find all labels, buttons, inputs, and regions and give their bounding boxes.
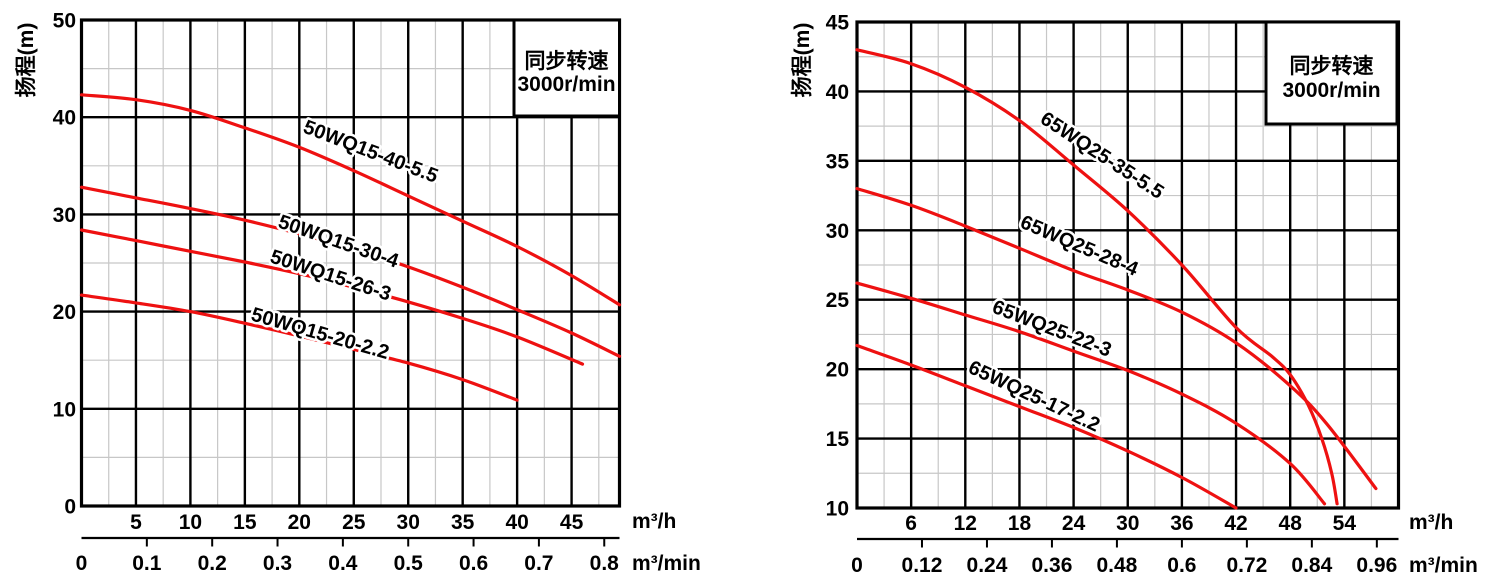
y-tick-label: 25 [826,289,850,312]
x-tick-label-m3h: 45 [560,511,584,534]
secondary-axis: 0 0.12 0.24 0.36 0.48 0.6 0.72 0.84 0.96 [851,537,1399,577]
y-tick-label: 50 [53,10,76,33]
y-tick-label: 30 [53,204,76,227]
y-tick-label: 40 [53,107,76,130]
curve-65wq25-22-3 [855,281,1327,506]
plot-border [79,18,622,508]
x-tick-label-m3h: 12 [954,512,977,535]
x-tick-label-m3min: 0.96 [1356,554,1397,577]
y-axis-title: 扬程(m) [15,23,38,98]
curve-50wq15-26-3 [79,228,585,366]
curve-65wq25-28-4 [855,187,1378,491]
y-axis-title: 扬程(m) [791,23,814,98]
x-tick-label-m3min: 0.4 [328,552,358,575]
x-axis-unit-m3h: m³/h [1409,511,1453,534]
x-tick-label-m3h: 20 [288,511,311,534]
x-tick-label-m3h: 42 [1224,512,1247,535]
x-tick-label-m3min: 0 [76,552,88,575]
x-axis-unit-m3min: m³/min [632,552,701,575]
x-tick-label-m3h: 5 [130,511,142,534]
x-tick-label-m3h: 48 [1279,512,1303,535]
x-tick-label-m3h: 30 [397,511,420,534]
x-tick-label-m3h: 30 [1116,512,1139,535]
y-tick-label: 35 [826,150,850,173]
y-tick-label: 30 [826,220,849,243]
x-tick-label-m3h: 35 [451,511,475,534]
x-tick-label-m3min: 0.24 [967,554,1008,577]
y-tick-label: 15 [826,428,850,451]
chart-50wq15: 同步转速3000r/min50WQ15-40-5.550WQ15-30-450W… [15,10,701,576]
x-tick-label-m3h: 18 [1008,512,1032,535]
x-tick-label-m3h: 40 [505,511,528,534]
x-tick-label-m3min: 0.3 [263,552,292,575]
y-tick-label: 45 [826,12,850,35]
curve-65wq25-17-2.2 [855,343,1238,510]
curve-label-65wq25-28-4: 65WQ25-28-4 [1017,211,1142,281]
x-tick-label-m3min: 0.5 [394,552,424,575]
x-tick-label-m3min: 0.6 [1167,554,1196,577]
x-tick-label-m3min: 0.84 [1291,554,1332,577]
speed-box-line2: 3000r/min [1282,79,1380,102]
x-tick-label-m3min: 0.36 [1032,554,1073,577]
speed-box-frame [512,18,621,118]
x-tick-label-m3min: 0.2 [198,552,227,575]
x-tick-label-m3min: 0.1 [132,552,162,575]
curve-50wq15-20-2.2 [79,293,519,402]
curves: 50WQ15-40-5.550WQ15-30-450WQ15-26-350WQ1… [79,93,622,402]
x-tick-label-m3min: 0.12 [902,554,943,577]
x-tick-label-m3min: 0 [851,554,863,577]
plot-border [855,20,1401,510]
curve-50wq15-30-4 [79,185,622,358]
x-tick-label-m3h: 10 [179,511,202,534]
x-tick-label-m3h: 6 [905,512,917,535]
y-tick-label: 10 [826,498,849,521]
x-tick-label-m3h: 15 [233,511,257,534]
curve-50wq15-40-5.5 [79,93,622,307]
x-tick-label-m3min: 0.8 [590,552,620,575]
x-axis-unit-m3min: m³/min [1409,554,1478,577]
x-tick-label-m3h: 36 [1170,512,1193,535]
x-tick-label-m3min: 0.48 [1096,554,1137,577]
x-tick-label-m3min: 0.7 [524,552,553,575]
x-tick-label-m3h: 24 [1062,512,1086,535]
chart-65wq25: 同步转速3000r/min65WQ25-35-5.565WQ25-28-465W… [791,12,1478,578]
x-tick-label-m3h: 25 [342,511,366,534]
y-tick-label: 0 [64,496,76,519]
speed-box-line1: 同步转速 [525,49,609,73]
y-tick-label: 40 [826,81,849,104]
speed-box-line1: 同步转速 [1290,54,1374,78]
x-tick-label-m3min: 0.6 [459,552,488,575]
speed-box-line2: 3000r/min [517,73,615,96]
x-tick-label-m3min: 0.72 [1226,554,1267,577]
x-tick-label-m3h: 54 [1333,512,1357,535]
grid-minor [81,20,620,506]
y-tick-label: 20 [53,301,76,324]
x-axis-unit-m3h: m³/h [632,510,676,533]
y-tick-label: 10 [53,398,76,421]
y-tick-label: 20 [826,359,849,382]
secondary-axis: 0 0.1 0.2 0.3 0.4 0.5 0.6 0.7 0.8 [76,536,620,575]
curve-65wq25-35-5.5 [855,48,1339,506]
speed-box-frame [1264,20,1399,126]
